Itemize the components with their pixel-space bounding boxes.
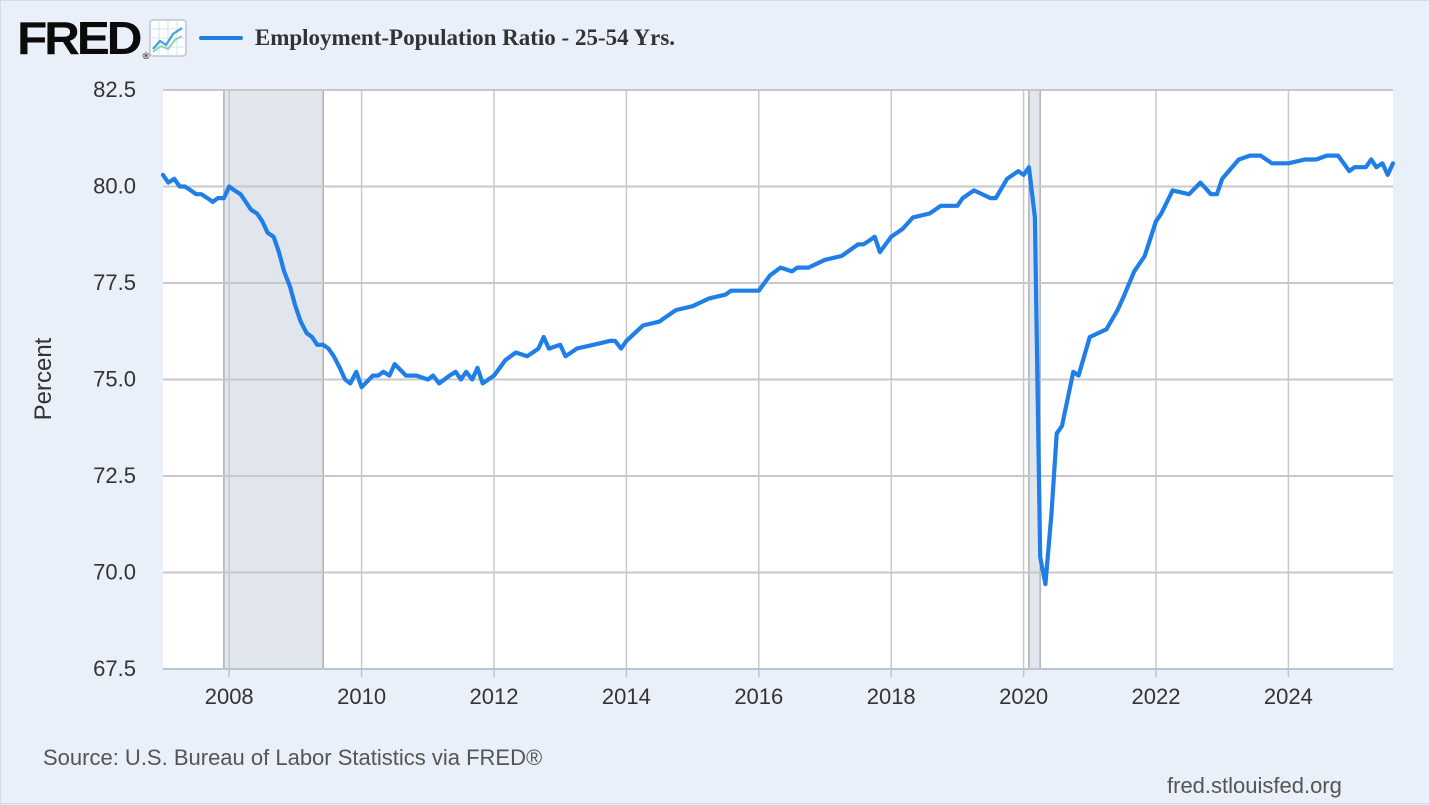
fred-logo-registered: ® [142,51,150,61]
x-tick-label: 2010 [337,684,386,709]
x-tick-label: 2018 [867,684,916,709]
y-tick-label: 75.0 [93,367,136,392]
x-tick-label: 2020 [999,684,1048,709]
series-layer [160,153,1396,587]
y-axis-title: Percent [30,337,57,420]
x-tick-label: 2014 [602,684,651,709]
x-tick-label: 2016 [734,684,783,709]
y-tick-label: 82.5 [93,77,136,102]
y-tick-label: 77.5 [93,270,136,295]
y-tick-label: 72.5 [93,463,136,488]
x-tick-label: 2008 [205,684,254,709]
x-axis-ticks: 2008 2010 2012 2014 2016 2018 2020 2022 2024 [205,669,1313,709]
source-note: Source: U.S. Bureau of Labor Statistics … [43,745,543,770]
y-tick-label: 80.0 [93,174,136,199]
legend-series-line [198,36,243,40]
graph-icon[interactable] [149,19,187,57]
x-tick-label: 2024 [1264,684,1313,709]
fred-site-link[interactable]: fred.stlouisfed.org [1167,773,1342,798]
y-tick-label: 70.0 [93,560,136,585]
fred-logo-text: FRED [17,12,143,64]
x-tick-label: 2012 [470,684,519,709]
chart-header: FRED ® Employment-Population Ratio - 25-5… [17,13,675,63]
y-axis-ticks: 67.5 70.0 72.5 75.0 77.5 80.0 82.5 [93,77,136,681]
legend-series-label: Employment-Population Ratio - 25-54 Yrs. [254,25,676,50]
fred-logo[interactable]: FRED ® [17,12,150,64]
x-tick-label: 2022 [1132,684,1181,709]
y-tick-label: 67.5 [93,656,136,681]
series-line-1[interactable] [160,153,1396,587]
